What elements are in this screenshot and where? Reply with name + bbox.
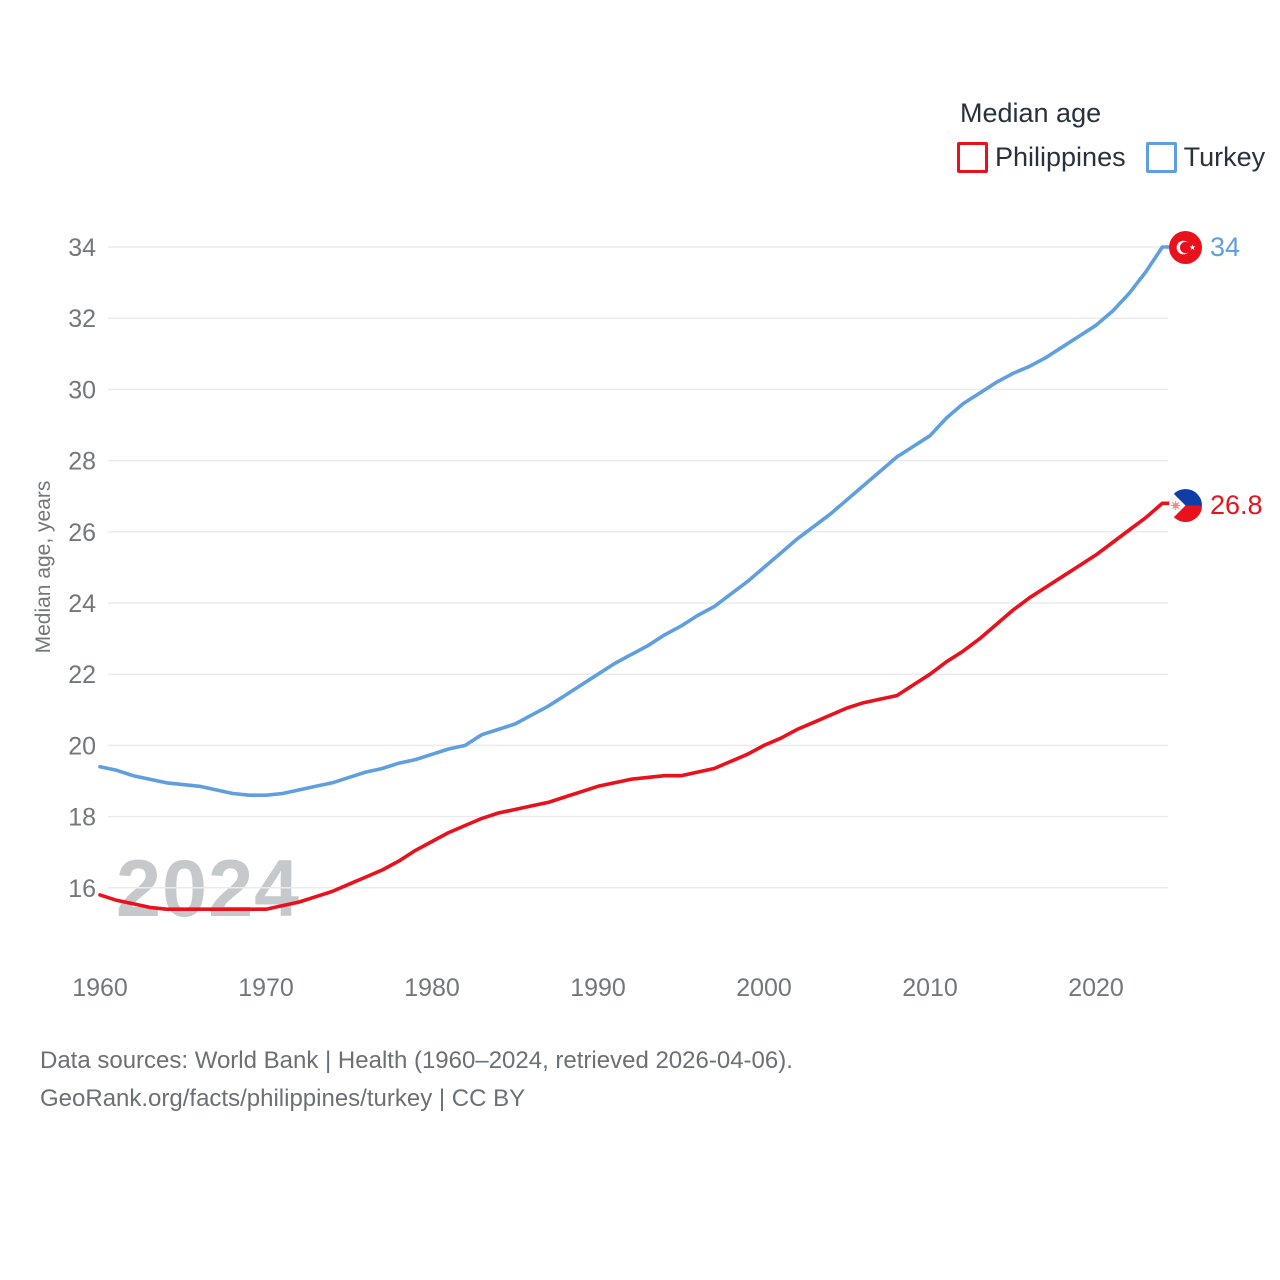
- philippines-end-value: 26.8: [1210, 490, 1263, 520]
- y-tick-label: 34: [68, 234, 96, 262]
- y-tick-label: 22: [68, 661, 96, 689]
- philippines-end-marker: 26.8: [1169, 489, 1263, 522]
- legend-label-turkey: Turkey: [1183, 142, 1266, 172]
- philippines-flag-icon: [1169, 489, 1202, 522]
- philippines-line[interactable]: [98, 501, 1174, 911]
- x-tick-label: 2020: [1068, 974, 1124, 1002]
- legend-item-philippines[interactable]: Philippines: [957, 142, 1126, 173]
- turkey-end-value: 34: [1210, 232, 1241, 262]
- y-tick-label: 26: [68, 519, 96, 547]
- x-tick-label: 1990: [570, 974, 626, 1002]
- turkey-flag-icon: [1169, 231, 1202, 264]
- year-watermark: 2024: [116, 844, 301, 934]
- y-tick-label: 24: [68, 590, 96, 618]
- y-tick-label: 30: [68, 376, 96, 404]
- x-tick-label: 2000: [736, 974, 792, 1002]
- turkey-end-marker: 34: [1169, 231, 1240, 264]
- philippines-legend-swatch-icon: [957, 142, 988, 173]
- y-tick-label: 18: [68, 804, 96, 832]
- chart-title: Median age: [960, 98, 1102, 128]
- legend-item-turkey[interactable]: Turkey: [1145, 142, 1266, 173]
- turkey-line[interactable]: [98, 245, 1174, 797]
- y-tick-label: 16: [68, 875, 96, 903]
- x-tick-label: 2010: [902, 974, 958, 1002]
- x-tick-label: 1970: [238, 974, 294, 1002]
- x-tick-label: 1960: [72, 974, 128, 1002]
- y-tick-label: 28: [68, 448, 96, 476]
- y-tick-label: 32: [68, 305, 96, 333]
- x-tick-label: 1980: [404, 974, 460, 1002]
- legend: Philippines Turkey: [957, 142, 1265, 173]
- y-tick-label: 20: [68, 732, 96, 760]
- turkey-legend-swatch-icon: [1145, 142, 1177, 173]
- data-sources-text: Data sources: World Bank | Health (1960–…: [40, 1047, 793, 1074]
- attribution-text: GeoRank.org/facts/philippines/turkey | C…: [40, 1085, 526, 1112]
- legend-label-philippines: Philippines: [995, 142, 1126, 172]
